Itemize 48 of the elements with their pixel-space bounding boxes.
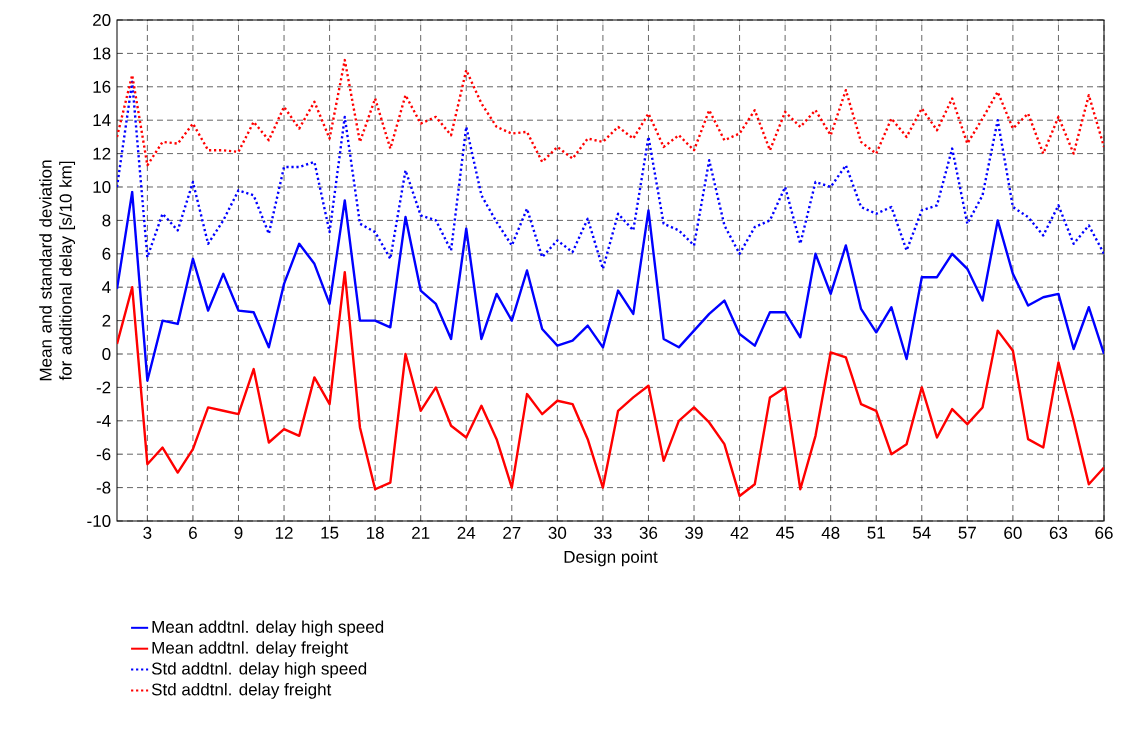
y-tick-label: 4	[102, 281, 111, 294]
y-tick-label: -10	[87, 514, 111, 528]
y-tick-label: 14	[93, 114, 111, 127]
x-tick-label: 12	[275, 526, 293, 539]
line-series	[117, 270, 1104, 498]
line-series	[117, 190, 1104, 382]
x-tick-label: 18	[366, 526, 384, 539]
y-tick-label: 6	[102, 247, 111, 260]
x-tick-label: 48	[821, 526, 840, 539]
y-tick-label: -6	[96, 448, 111, 461]
y-tick-label: 12	[93, 147, 111, 160]
x-tick-label: 42	[730, 526, 749, 539]
x-tick-label: 15	[321, 526, 339, 539]
legend-label: Std addtnl. delay freight	[151, 683, 332, 699]
x-tick-label: 57	[958, 526, 976, 539]
legend-label: Mean addtnl. delay freight	[152, 641, 349, 658]
x-tick-label: 66	[1095, 526, 1113, 539]
y-tick-label: 18	[93, 47, 111, 60]
y-tick-label: 8	[102, 214, 111, 227]
x-tick-label: 24	[457, 526, 476, 539]
x-tick-label: 30	[548, 526, 567, 539]
line-series	[117, 58, 1104, 167]
x-tick-label: 21	[412, 526, 430, 539]
x-tick-label: 63	[1049, 526, 1068, 539]
x-tick-label: 36	[639, 526, 658, 539]
y-tick-label: 10	[93, 180, 111, 194]
x-tick-label: 39	[685, 526, 703, 539]
y-tick-label: 16	[93, 80, 111, 93]
x-tick-label: 3	[143, 526, 152, 539]
legend-label: Mean addtnl. delay high speed	[152, 620, 384, 637]
x-tick-label: 9	[234, 526, 243, 539]
y-tick-label: 20	[93, 13, 111, 27]
y-tick-label: -2	[96, 381, 111, 394]
x-axis-title: Design point	[564, 550, 658, 567]
y-tick-label: 2	[102, 314, 111, 327]
x-tick-label: 54	[913, 526, 931, 539]
legend-label: Std addtnl. delay high speed	[151, 662, 367, 678]
x-tick-label: 51	[867, 526, 885, 539]
x-tick-label: 60	[1004, 526, 1022, 539]
x-tick-label: 33	[594, 526, 612, 539]
y-tick-label: -4	[96, 414, 111, 427]
y-axis-title: Mean and standard deviation for additional delay [s/10 km]	[39, 160, 76, 381]
line-series	[117, 80, 1104, 271]
y-tick-label: -8	[96, 481, 111, 494]
x-tick-label: 45	[776, 526, 794, 539]
y-tick-label: 0	[102, 347, 111, 361]
x-tick-label: 6	[189, 526, 197, 539]
x-tick-label: 27	[503, 526, 521, 539]
